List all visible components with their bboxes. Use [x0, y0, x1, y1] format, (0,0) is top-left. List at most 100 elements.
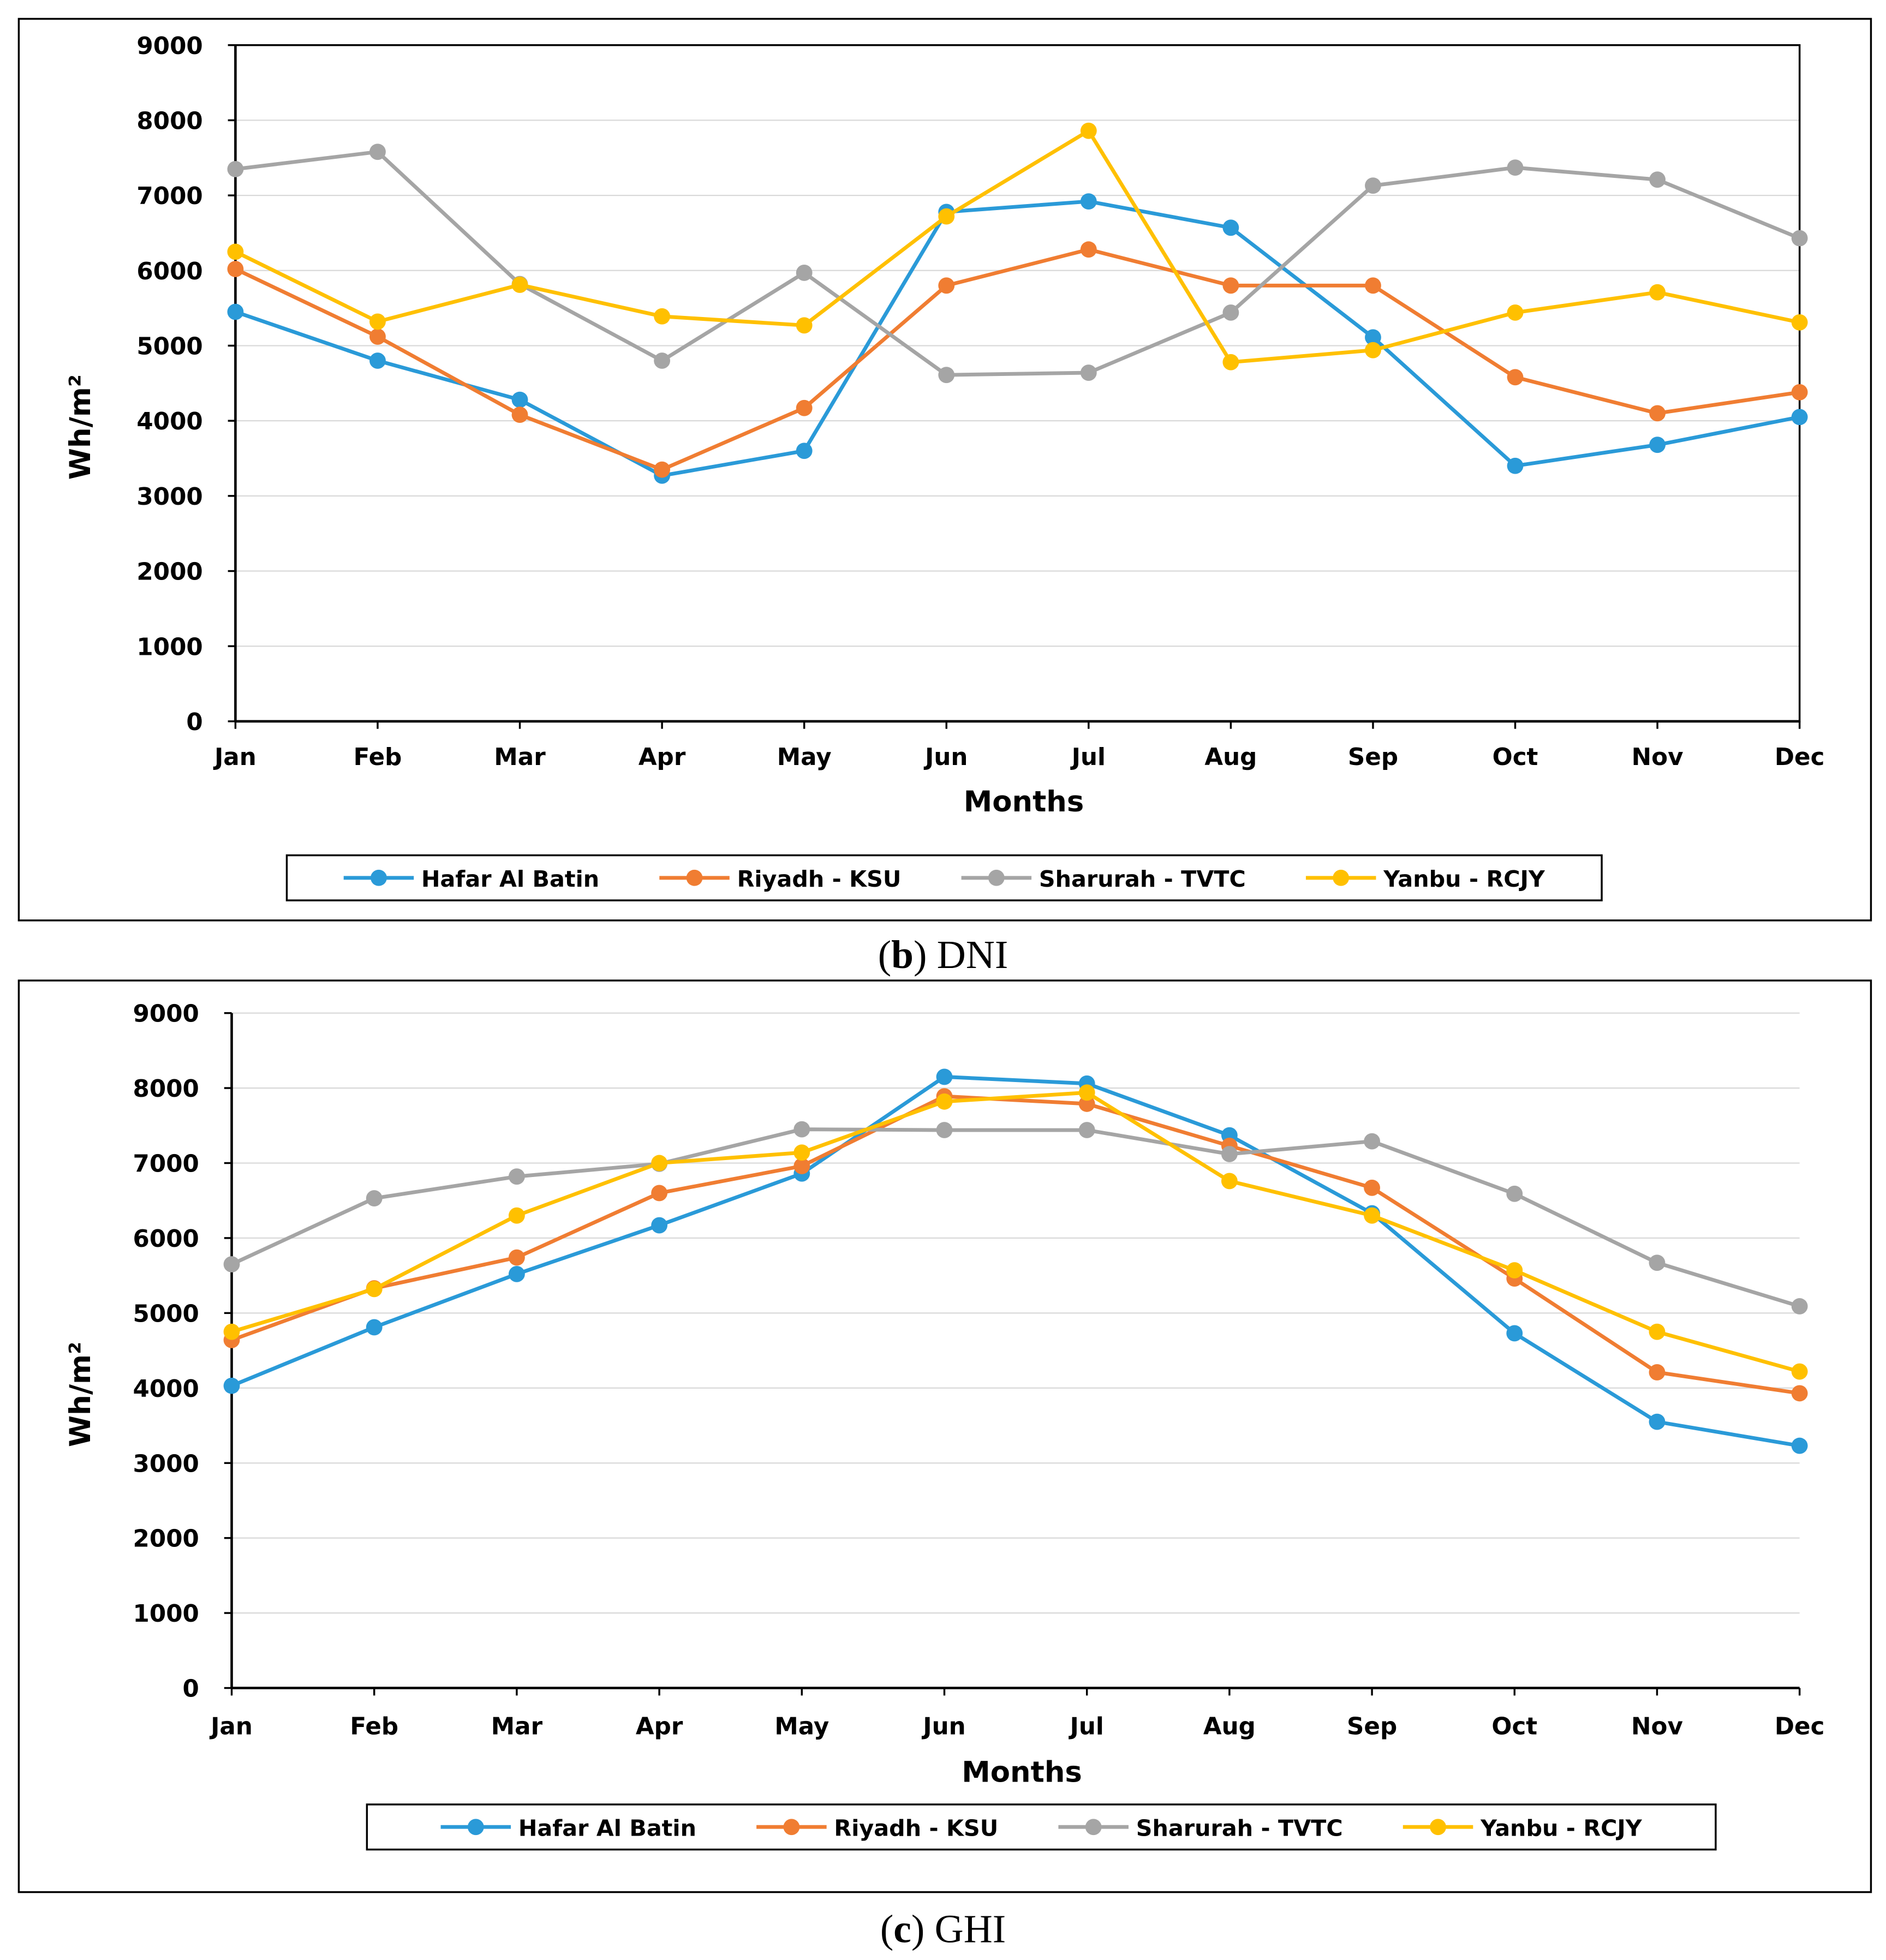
data-point [938, 277, 955, 294]
x-tick-label: Jan [213, 744, 256, 771]
data-point [1365, 329, 1381, 346]
caption: (c) GHI [880, 1907, 1006, 1951]
legend-marker [988, 869, 1005, 886]
data-point [366, 1190, 383, 1206]
y-tick-label: 3000 [133, 1450, 199, 1478]
data-point [1078, 1095, 1095, 1112]
caption-part: ) DNI [914, 933, 1008, 977]
data-point [1649, 171, 1666, 188]
caption-part: b [891, 933, 914, 977]
x-tick-label: Apr [638, 744, 686, 771]
data-point [509, 1265, 525, 1282]
x-tick-label: Jun [923, 744, 968, 771]
x-axis-title: Months [962, 1756, 1082, 1789]
x-tick-label: Dec [1775, 1713, 1825, 1740]
x-tick-label: Dec [1775, 744, 1825, 771]
data-point [511, 391, 528, 408]
y-tick-label: 7000 [133, 1151, 199, 1178]
data-point [1222, 304, 1239, 321]
y-tick-label: 7000 [136, 183, 202, 210]
data-point [1078, 1122, 1095, 1138]
data-point [227, 261, 244, 277]
legend-label: Riyadh - KSU [834, 1815, 998, 1841]
caption: (b) DNI [878, 933, 1008, 977]
data-point [1222, 354, 1239, 371]
y-tick-label: 2000 [133, 1526, 199, 1553]
x-tick-label: Feb [354, 744, 402, 771]
data-point [936, 1068, 953, 1085]
data-point [1221, 1173, 1238, 1190]
y-tick-label: 6000 [136, 258, 202, 285]
legend: Hafar Al Batin Riyadh - KSU Sharurah - TVT… [440, 1815, 1643, 1841]
y-tick-label: 8000 [133, 1075, 199, 1103]
data-point [938, 367, 955, 384]
y-tick-label: 6000 [133, 1226, 199, 1253]
data-point [1080, 193, 1097, 210]
x-tick-label: Oct [1491, 1713, 1537, 1740]
x-tick-label: May [774, 1713, 829, 1740]
series-line [235, 199, 1800, 478]
data-point [223, 1377, 240, 1394]
y-axis-title: Wh/m² [64, 374, 97, 480]
series-line [234, 247, 1800, 472]
chart-border [17, 17, 1872, 922]
y-tick-label: 5000 [136, 333, 202, 361]
data-point [1080, 364, 1097, 381]
plot-frame [234, 44, 1801, 722]
data-point [1649, 1323, 1666, 1340]
data-point [938, 208, 955, 225]
x-tick-label: Sep [1348, 744, 1398, 771]
x-tick-label: Jul [1070, 744, 1106, 771]
legend-marker [1430, 1819, 1446, 1836]
data-point [509, 1249, 525, 1266]
y-tick-label: 5000 [133, 1300, 199, 1328]
data-point [651, 1155, 668, 1172]
x-tick-label: Jun [921, 1713, 965, 1740]
data-point [1791, 1385, 1808, 1402]
data-point [1649, 1413, 1666, 1430]
data-point [654, 352, 671, 369]
x-tick-label: Aug [1204, 744, 1257, 771]
data-point [793, 1158, 810, 1174]
data-point [793, 1121, 810, 1138]
legend-label: Hafar Al Batin [421, 866, 599, 892]
data-point [1506, 1325, 1523, 1342]
data-point [1364, 1179, 1380, 1196]
series-line [231, 1074, 1800, 1448]
x-tick-label: Jan [209, 1713, 253, 1740]
caption-part: c [893, 1907, 911, 1951]
y-tick-label: 8000 [136, 107, 202, 135]
y-tick-label: 0 [183, 1676, 199, 1703]
data-point [369, 144, 386, 160]
y-tick-label: 1000 [136, 634, 202, 661]
data-point [227, 243, 244, 260]
y-tick-label: 0 [186, 709, 202, 736]
data-point [1222, 277, 1239, 294]
data-point [1649, 284, 1666, 301]
data-point [1506, 1262, 1523, 1278]
series-line [235, 150, 1800, 377]
data-point [796, 264, 813, 281]
legend-label: Yanbu - RCJY [1480, 1815, 1643, 1841]
x-tick-label: Mar [491, 1713, 543, 1740]
x-tick-label: Oct [1493, 744, 1538, 771]
data-point [1080, 122, 1097, 139]
data-point [1506, 1185, 1523, 1202]
x-tick-label: Aug [1203, 1713, 1256, 1740]
series-line [231, 1090, 1800, 1373]
data-point [796, 443, 813, 459]
chart: 0 1000 2000 3000 4000 5000 6000 7000 8000 9000 Jan… [17, 17, 1872, 977]
legend-marker [686, 869, 703, 886]
x-tick-label: Mar [494, 744, 546, 771]
x-tick-label: Jul [1069, 1713, 1104, 1740]
y-tick-label: 9000 [133, 1001, 199, 1028]
data-point [509, 1168, 525, 1185]
data-point [1221, 1146, 1238, 1162]
chart: 0 1000 2000 3000 4000 5000 6000 7000 8000 9000 Jan… [17, 979, 1872, 1951]
x-tick-label: Feb [350, 1713, 398, 1740]
data-point [1791, 230, 1808, 247]
data-point [223, 1323, 240, 1340]
legend-label: Sharurah - TVTC [1039, 866, 1246, 892]
data-point [654, 308, 671, 325]
